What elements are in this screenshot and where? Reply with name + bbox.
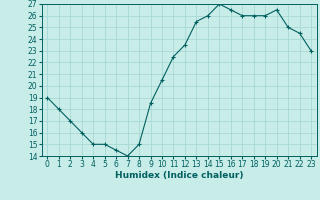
X-axis label: Humidex (Indice chaleur): Humidex (Indice chaleur) [115,171,244,180]
